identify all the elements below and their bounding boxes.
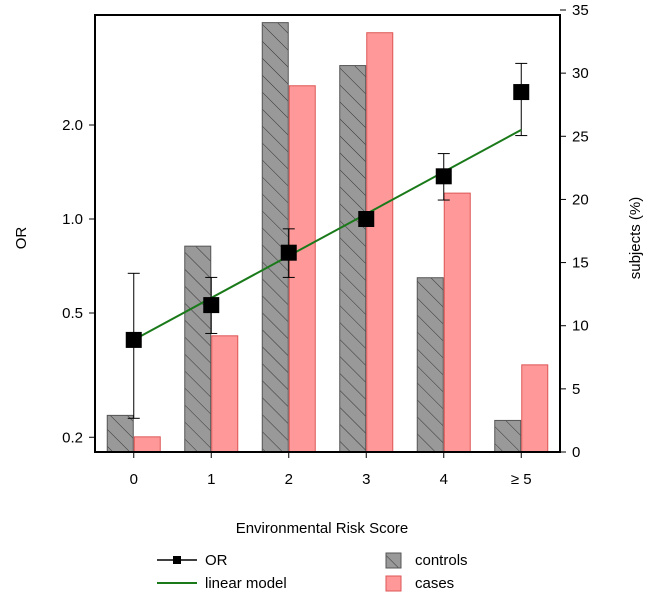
- y-left-tick-label-2: 1.0: [62, 211, 83, 228]
- y-right-tick-label-2: 10: [572, 318, 589, 335]
- or-marker-4: [435, 168, 452, 185]
- or-layer: [125, 62, 530, 419]
- controls-bar-4: [416, 277, 444, 453]
- controls-bar-3: [339, 65, 367, 453]
- cases-bar-2: [288, 85, 316, 453]
- or-marker-2: [280, 244, 297, 261]
- y-right-tick-label-1: 5: [572, 381, 580, 398]
- x-tick-label-5: ≥ 5: [511, 471, 532, 488]
- legend-or: OR: [157, 552, 228, 569]
- linear-model-line: [133, 128, 522, 341]
- cases-bar-3: [366, 32, 394, 453]
- y-axis-right: 0 5 10 15 20 25 30 35: [560, 2, 589, 461]
- y-right-tick-label-6: 30: [572, 65, 589, 82]
- legend-or-label: OR: [205, 552, 228, 569]
- or-marker-0: [125, 331, 142, 348]
- legend: OR linear model controls cases: [157, 552, 468, 592]
- or-marker-1: [203, 297, 220, 314]
- controls-bar-2: [261, 22, 289, 453]
- x-tick-label-3: 3: [362, 471, 370, 488]
- x-tick-label-1: 1: [207, 471, 215, 488]
- x-tick-label-2: 2: [285, 471, 293, 488]
- y-left-tick-label-3: 2.0: [62, 117, 83, 134]
- legend-cases: cases: [385, 575, 454, 592]
- y-right-tick-label-7: 35: [572, 2, 589, 19]
- x-axis: 0 1 2 3 4 ≥ 5: [130, 452, 532, 488]
- controls-bar-1: [184, 245, 212, 453]
- y-axis-left: 0.2 0.5 1.0 2.0: [62, 117, 95, 446]
- controls-bar-0: [106, 414, 134, 453]
- y-axis-left-title: OR: [13, 227, 30, 250]
- or-marker-5: [513, 84, 530, 101]
- legend-controls: controls: [385, 552, 468, 569]
- legend-controls-swatch: [385, 552, 402, 569]
- or-marker-3: [358, 211, 375, 227]
- y-right-tick-label-5: 25: [572, 128, 589, 145]
- y-right-tick-label-3: 15: [572, 255, 589, 272]
- x-tick-label-0: 0: [130, 471, 138, 488]
- legend-or-marker: [173, 556, 181, 564]
- cases-bar-1: [211, 335, 239, 453]
- legend-cases-swatch: [385, 575, 402, 592]
- legend-controls-label: controls: [415, 552, 468, 569]
- cases-bar-5: [521, 364, 549, 453]
- y-axis-right-title: subjects (%): [627, 197, 644, 280]
- plot-frame: [94, 14, 561, 453]
- x-axis-title: Environmental Risk Score: [236, 520, 409, 537]
- y-right-tick-label-0: 0: [572, 444, 580, 461]
- legend-cases-label: cases: [415, 575, 454, 592]
- y-right-tick-label-4: 20: [572, 191, 589, 208]
- legend-linear-model-label: linear model: [205, 575, 287, 592]
- y-left-tick-label-0: 0.2: [62, 429, 83, 446]
- x-tick-label-4: 4: [440, 471, 448, 488]
- bars-layer: [106, 22, 549, 453]
- controls-bar-5: [494, 419, 522, 453]
- cases-bar-4: [443, 192, 471, 453]
- legend-linear-model: linear model: [157, 575, 287, 592]
- cases-bar-0: [133, 436, 161, 453]
- y-left-tick-label-1: 0.5: [62, 305, 83, 322]
